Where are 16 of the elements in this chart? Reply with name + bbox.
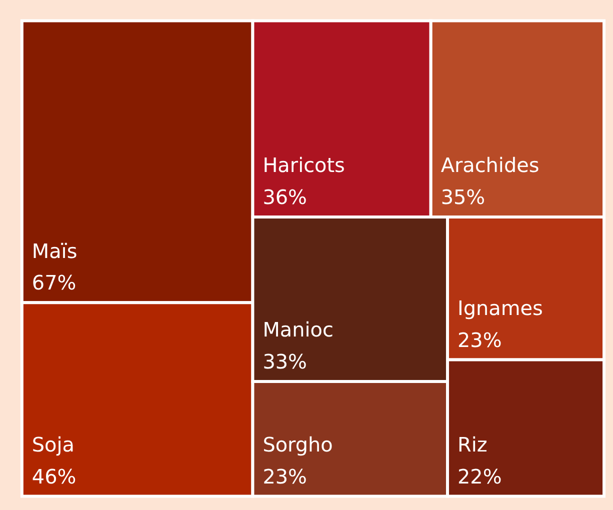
category-label: Maïs — [32, 240, 78, 263]
data-label: 23% — [457, 328, 502, 352]
data-label: 46% — [32, 465, 76, 488]
data-label: 36% — [262, 186, 307, 210]
category-label: Riz — [457, 433, 488, 456]
data-label: 23% — [262, 465, 307, 488]
data-label: 33% — [262, 350, 307, 374]
data-label: 22% — [457, 465, 502, 488]
category-label: Ignames — [457, 296, 543, 320]
category-label: Haricots — [262, 154, 345, 178]
category-label: Sorgho — [262, 433, 333, 456]
category-label: Manioc — [262, 318, 334, 342]
category-label: Arachides — [440, 154, 540, 178]
data-label: 35% — [440, 186, 486, 210]
data-label: 67% — [32, 272, 76, 295]
category-label: Soja — [32, 433, 74, 456]
